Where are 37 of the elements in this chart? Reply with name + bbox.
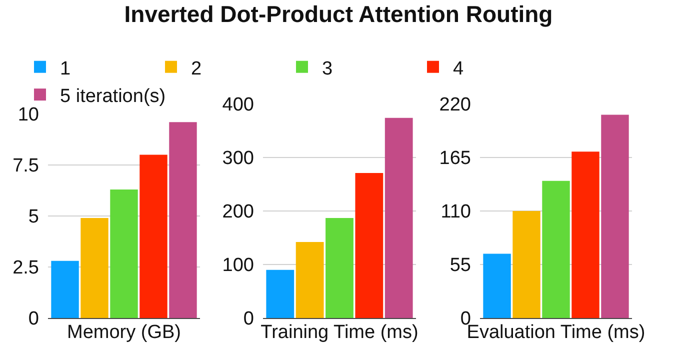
bar — [572, 152, 600, 318]
y-tick-label: 2.5 — [12, 258, 39, 279]
y-tick-label: 300 — [222, 148, 254, 170]
bar — [355, 173, 384, 318]
bar — [296, 242, 324, 318]
x-axis-title: Memory (GB) — [67, 322, 181, 343]
y-tick-label: 165 — [439, 148, 471, 170]
bar — [110, 189, 138, 318]
y-tick-label: 55 — [450, 255, 471, 276]
bar — [326, 218, 354, 318]
bar — [601, 114, 629, 318]
x-axis-title: Training Time (ms) — [260, 322, 418, 343]
y-tick-label: 110 — [440, 202, 471, 223]
legend-label: 5 iteration(s) — [60, 86, 166, 107]
bar — [483, 254, 511, 318]
y-tick-label: 0 — [28, 308, 39, 330]
bar — [542, 180, 570, 318]
bar — [512, 211, 540, 318]
y-tick-label: 10 — [18, 104, 39, 126]
y-tick-label: 400 — [222, 94, 254, 116]
legend-label: 2 — [191, 58, 202, 80]
y-tick-label: 7.5 — [12, 156, 39, 177]
bar — [384, 118, 413, 318]
y-tick-label: 200 — [222, 202, 254, 223]
bar — [169, 122, 197, 318]
bar — [266, 270, 294, 318]
y-tick-label: 100 — [222, 255, 254, 276]
bar — [140, 154, 168, 318]
legend-label: 1 — [60, 58, 71, 80]
legend-label: 3 — [322, 58, 333, 80]
bar — [51, 260, 79, 318]
text: Inverted Dot-Product Attention Routing — [124, 1, 553, 28]
legend-label: 4 — [453, 58, 464, 80]
y-tick-label: 220 — [439, 94, 471, 116]
y-tick-label: 5 — [28, 206, 39, 228]
bar — [80, 218, 108, 318]
y-tick-label: 0 — [243, 308, 254, 330]
